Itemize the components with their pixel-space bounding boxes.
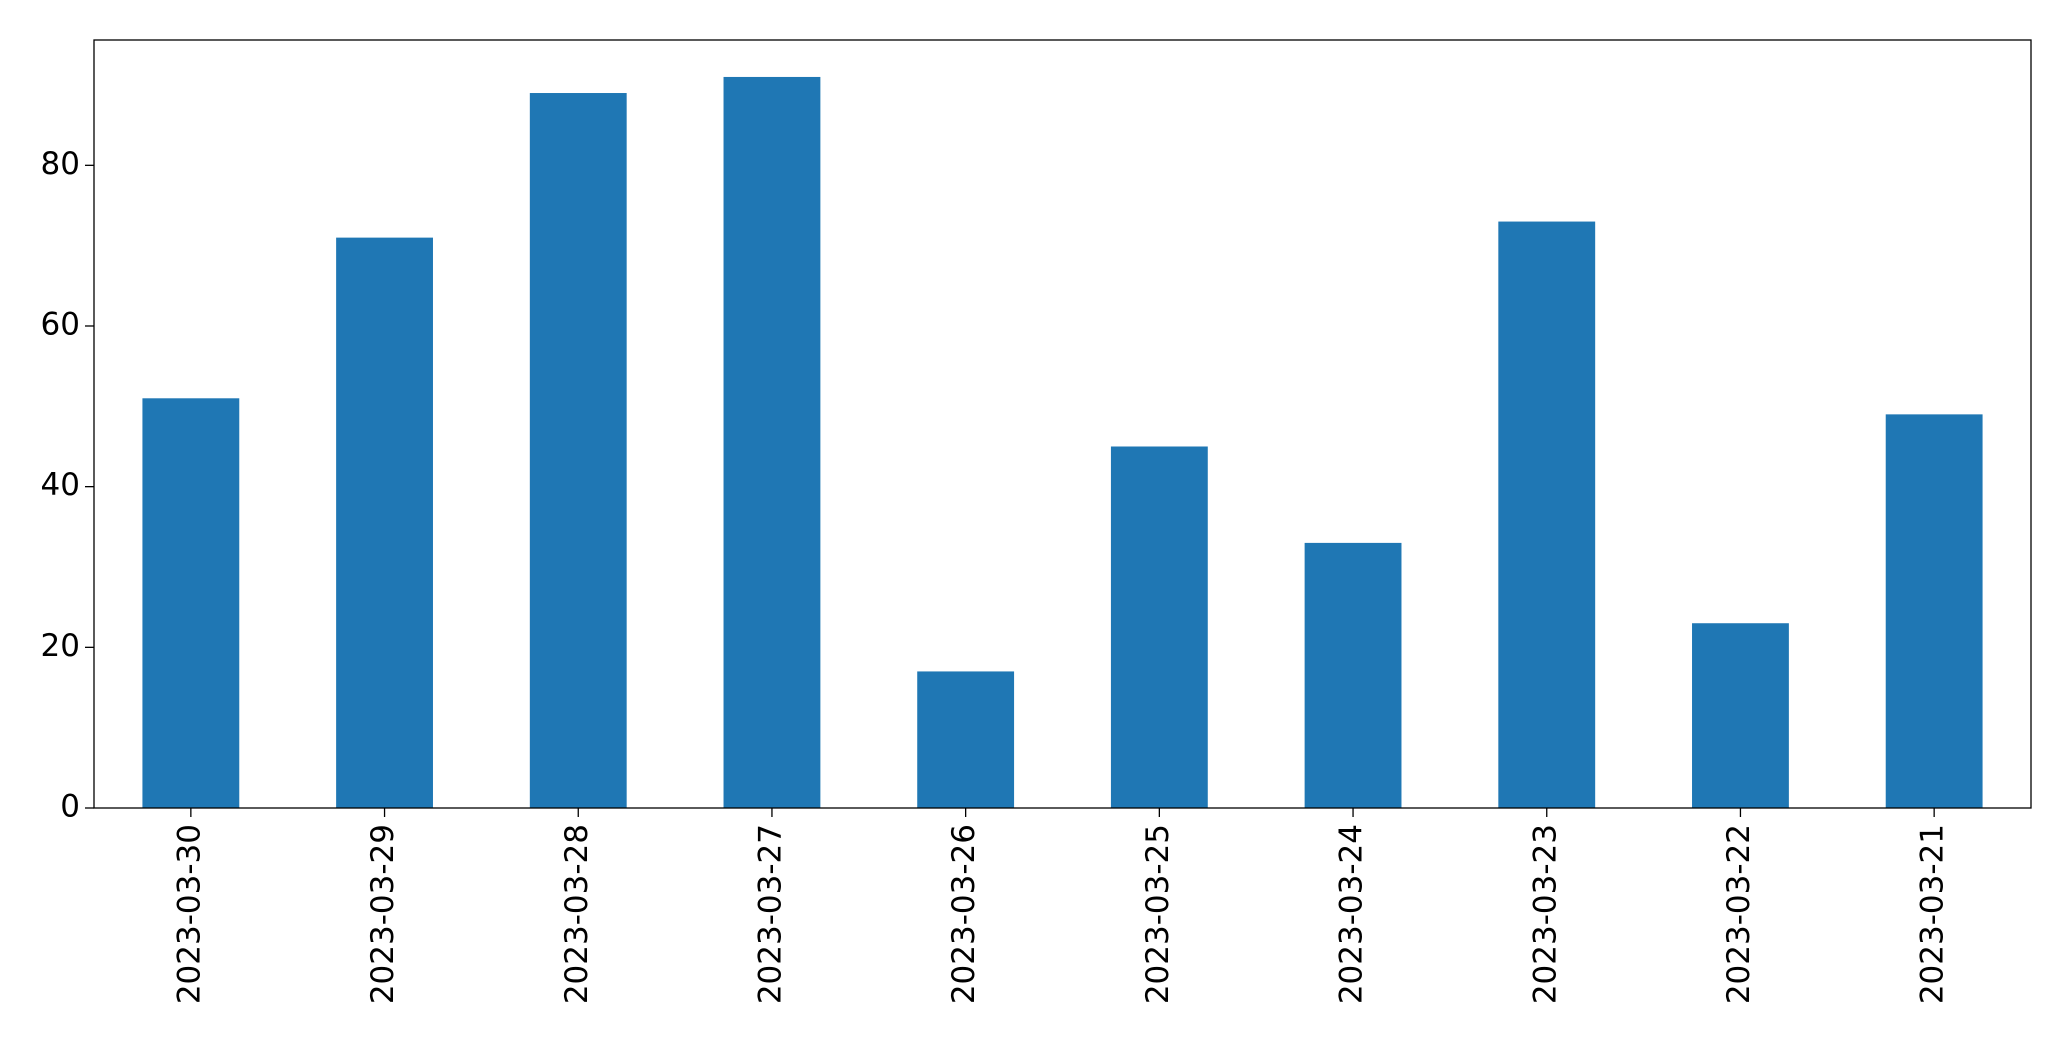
- bar: [529, 93, 627, 808]
- bar: [336, 237, 433, 809]
- y-tick-label: 60: [41, 306, 80, 342]
- bar: [142, 398, 240, 808]
- y-tick-label: 40: [41, 467, 80, 503]
- plot-frame: [93, 39, 2032, 809]
- x-tick-label: 2023-03-23: [1527, 824, 1563, 1004]
- y-tick-label: 0: [60, 789, 80, 825]
- y-tick-label: 80: [41, 146, 80, 182]
- bar: [1498, 221, 1596, 808]
- x-tick-label: 2023-03-25: [1140, 824, 1176, 1004]
- x-tick-label: 2023-03-28: [559, 824, 595, 1004]
- bar: [1110, 446, 1208, 808]
- x-tick-label: 2023-03-30: [171, 824, 207, 1004]
- bar: [1304, 542, 1402, 808]
- bar: [917, 671, 1015, 808]
- x-tick-label: 2023-03-26: [946, 824, 982, 1004]
- x-tick-label: 2023-03-24: [1334, 824, 1370, 1004]
- x-tick-label: 2023-03-21: [1915, 824, 1951, 1004]
- y-tick-label: 20: [41, 628, 80, 664]
- x-tick-label: 2023-03-27: [752, 824, 788, 1004]
- bar: [723, 76, 821, 808]
- x-tick-label: 2023-03-22: [1721, 824, 1757, 1004]
- bar: [1692, 623, 1789, 808]
- bar: [1885, 414, 1983, 808]
- x-tick-label: 2023-03-29: [365, 824, 401, 1004]
